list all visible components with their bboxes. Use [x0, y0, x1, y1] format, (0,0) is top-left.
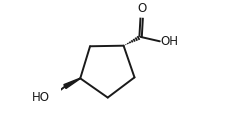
Text: HO: HO [31, 91, 49, 104]
Text: O: O [137, 2, 146, 15]
Text: OH: OH [160, 35, 178, 48]
Polygon shape [64, 78, 80, 88]
